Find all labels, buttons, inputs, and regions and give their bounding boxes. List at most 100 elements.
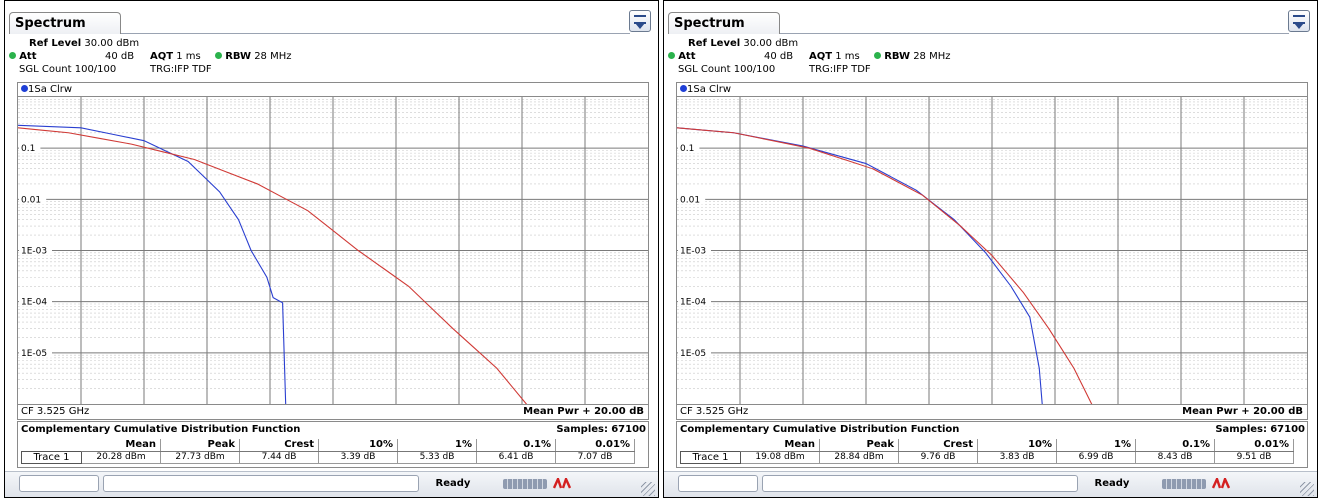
y-axis-label: 1E-04: [680, 298, 706, 308]
att-status-icon: [9, 52, 16, 59]
aqt-setting: AQT 1 ms: [809, 51, 860, 62]
col-header: Crest: [239, 439, 319, 452]
col-header: 0.1%: [476, 439, 556, 452]
table-cell: 6.41 dB: [476, 450, 556, 464]
table-cell: 5.33 dB: [397, 450, 477, 464]
rbw-setting: RBW 28 MHz: [874, 51, 951, 63]
ccdf-result-table: Complementary Cumulative Distribution Fu…: [676, 421, 1308, 468]
spectrum-tab[interactable]: Spectrum: [9, 12, 121, 34]
trace-indicator: 1Sa Clrw: [676, 82, 1308, 96]
table-cell: 6.99 dB: [1056, 450, 1136, 464]
col-header: 10%: [977, 439, 1057, 452]
trace-row-label[interactable]: Trace 1: [680, 450, 741, 464]
plot-footer: CF 3.525 GHz Mean Pwr + 20.00 dB: [676, 405, 1308, 420]
y-axis-label-bg: [19, 346, 52, 358]
att-status-icon: [668, 52, 675, 59]
table-cell: 20.28 dBm: [81, 450, 161, 464]
trace-row-label[interactable]: Trace 1: [21, 450, 82, 464]
mean-power: Mean Pwr + 20.00 dB: [523, 406, 644, 417]
status-field[interactable]: [19, 475, 99, 492]
col-header: 0.01%: [1214, 439, 1294, 452]
trace-dot-icon: [21, 85, 28, 92]
table-cell: 28.84 dBm: [819, 450, 899, 464]
trace-dot-icon: [680, 85, 687, 92]
table-cell: 9.51 dB: [1214, 450, 1294, 464]
ccdf-title: Complementary Cumulative Distribution Fu…: [680, 424, 960, 435]
ccdf-plot-svg: 0.1 0.01 1E-03 1E-04 1E-05: [18, 97, 648, 404]
ccdf-table: Mean Peak Crest 10% 1% 0.1% 0.01% Trace …: [680, 439, 1294, 464]
y-axis-label: 1E-03: [680, 247, 706, 257]
y-axis-label: 1E-05: [680, 349, 706, 359]
table-cell: 3.83 dB: [977, 450, 1057, 464]
col-header: Mean: [81, 439, 161, 452]
rbw-status-icon: [874, 52, 881, 59]
trace-line-1: [18, 124, 287, 404]
aqt-setting: AQT 1 ms: [150, 51, 201, 62]
y-axis-label: 0.1: [21, 144, 35, 154]
att-setting: Att: [668, 51, 696, 63]
center-frequency: CF 3.525 GHz: [21, 406, 90, 417]
y-axis-label: 0.01: [21, 195, 41, 205]
y-axis-label-bg: [19, 295, 52, 307]
center-frequency: CF 3.525 GHz: [680, 406, 749, 417]
col-header: Crest: [898, 439, 978, 452]
ready-status: Ready: [1094, 478, 1130, 489]
plot-footer: CF 3.525 GHz Mean Pwr + 20.00 dB: [17, 405, 649, 420]
trace-line-1: [677, 127, 1043, 404]
y-axis-label-bg: [19, 193, 47, 205]
att-value: 40 dB: [105, 51, 135, 62]
status-field[interactable]: [678, 475, 758, 492]
status-bar: Ready: [5, 471, 658, 497]
col-header: Peak: [160, 439, 240, 452]
col-header: 0.01%: [555, 439, 635, 452]
status-message-field[interactable]: [103, 475, 419, 492]
trace-line-2: [677, 127, 1093, 404]
y-axis-label-bg: [678, 142, 700, 154]
tab-divider: [780, 33, 1289, 34]
resize-grip-icon[interactable]: [641, 482, 655, 496]
trace-indicator: 1Sa Clrw: [17, 82, 649, 96]
mean-power: Mean Pwr + 20.00 dB: [1182, 406, 1303, 417]
table-cell: 3.39 dB: [318, 450, 398, 464]
ref-level-setting: Ref Level 30.00 dBm: [688, 38, 799, 49]
sgl-count: SGL Count 100/100: [19, 64, 117, 75]
trigger-setting: TRG:IFP TDF: [809, 64, 871, 75]
resize-grip-icon[interactable]: [1300, 482, 1314, 496]
col-header: 1%: [1056, 439, 1136, 452]
samples-count: Samples: 67100: [1215, 424, 1305, 435]
y-axis-label: 0.1: [680, 144, 694, 154]
display-config-icon[interactable]: [1288, 10, 1310, 32]
spectrum-panel-2: Spectrum Ref Level 30.00 dBm Att 40 dB A…: [663, 0, 1318, 498]
sgl-count: SGL Count 100/100: [678, 64, 776, 75]
y-axis-label-bg: [678, 346, 711, 358]
y-axis-label: 1E-03: [21, 247, 47, 257]
trace-line-2: [18, 127, 528, 404]
progress-leds: [503, 479, 547, 489]
table-cell: 9.76 dB: [898, 450, 978, 464]
table-cell: 19.08 dBm: [740, 450, 820, 464]
y-axis-label-bg: [19, 244, 52, 256]
rbw-status-icon: [215, 52, 222, 59]
display-config-icon[interactable]: [629, 10, 651, 32]
spectrum-panel-1: Spectrum Ref Level 30.00 dBm Att 40 dB A…: [4, 0, 659, 498]
tab-divider: [121, 33, 630, 34]
att-value: 40 dB: [764, 51, 794, 62]
logo-icon: [553, 478, 571, 489]
status-message-field[interactable]: [762, 475, 1078, 492]
rbw-setting: RBW 28 MHz: [215, 51, 292, 63]
table-cell: 27.73 dBm: [160, 450, 240, 464]
col-header: Peak: [819, 439, 899, 452]
col-header: 1%: [397, 439, 477, 452]
col-header: 0.1%: [1135, 439, 1215, 452]
ref-level-setting: Ref Level 30.00 dBm: [29, 38, 140, 49]
spectrum-tab[interactable]: Spectrum: [668, 12, 780, 34]
samples-count: Samples: 67100: [556, 424, 646, 435]
ccdf-result-table: Complementary Cumulative Distribution Fu…: [17, 421, 649, 468]
table-cell: 7.44 dB: [239, 450, 319, 464]
ccdf-plot: 0.1 0.01 1E-03 1E-04 1E-05: [17, 96, 649, 405]
progress-leds: [1162, 479, 1206, 489]
y-axis-label-bg: [678, 295, 711, 307]
col-header: 10%: [318, 439, 398, 452]
status-bar: Ready: [664, 471, 1317, 497]
att-setting: Att: [9, 51, 37, 63]
